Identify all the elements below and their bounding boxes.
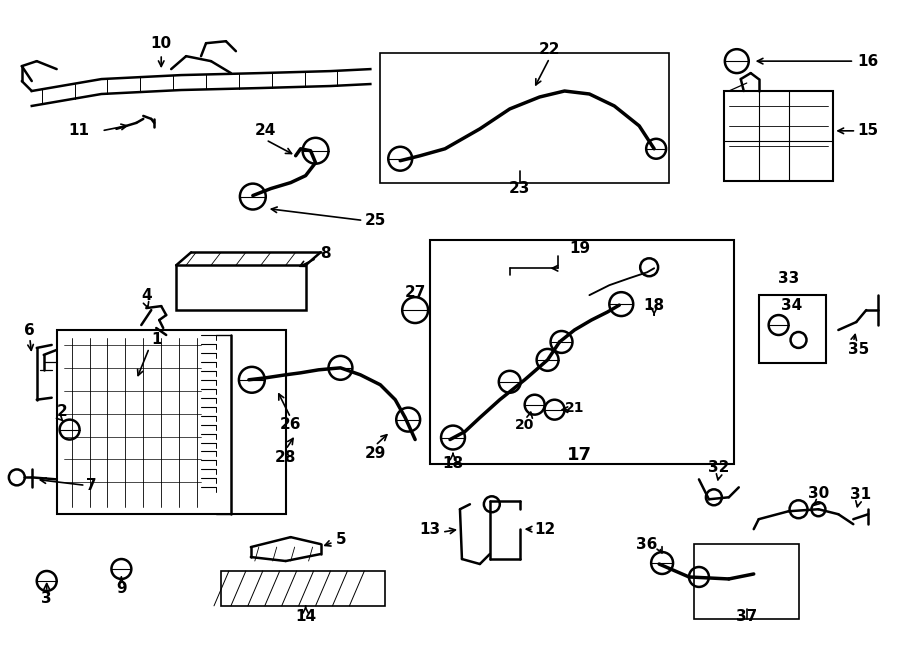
Text: 3: 3 xyxy=(41,592,52,606)
Text: 35: 35 xyxy=(848,342,868,358)
Text: 27: 27 xyxy=(404,285,426,299)
Bar xyxy=(724,91,833,180)
Text: 24: 24 xyxy=(255,124,276,138)
Text: 30: 30 xyxy=(808,486,829,501)
Bar xyxy=(694,544,798,619)
Text: 18: 18 xyxy=(443,456,464,471)
Text: 28: 28 xyxy=(275,450,296,465)
Text: 19: 19 xyxy=(569,241,590,256)
Text: 20: 20 xyxy=(515,418,535,432)
Bar xyxy=(221,571,385,606)
Bar xyxy=(759,295,826,363)
Bar xyxy=(430,241,734,465)
Text: 2: 2 xyxy=(57,404,67,419)
Text: 26: 26 xyxy=(280,417,302,432)
Text: 33: 33 xyxy=(778,271,799,286)
Text: 22: 22 xyxy=(539,42,561,57)
Text: 34: 34 xyxy=(781,297,802,313)
Text: 9: 9 xyxy=(116,582,127,596)
Text: 14: 14 xyxy=(295,609,316,624)
Text: 21: 21 xyxy=(564,401,584,414)
Text: 37: 37 xyxy=(736,609,758,624)
Bar xyxy=(57,330,285,514)
Text: 29: 29 xyxy=(364,446,386,461)
Text: 12: 12 xyxy=(534,522,555,537)
Text: 15: 15 xyxy=(858,124,878,138)
Text: 16: 16 xyxy=(858,54,879,69)
Text: 31: 31 xyxy=(850,486,871,502)
Text: 1: 1 xyxy=(151,332,161,348)
Text: 23: 23 xyxy=(509,181,530,196)
Text: 4: 4 xyxy=(141,288,151,303)
Text: 25: 25 xyxy=(364,213,386,228)
Bar xyxy=(176,265,306,310)
Text: 36: 36 xyxy=(635,537,657,551)
Text: 6: 6 xyxy=(24,323,35,338)
Bar xyxy=(381,53,669,182)
Text: 7: 7 xyxy=(86,478,96,493)
Text: 32: 32 xyxy=(708,460,730,475)
Text: 13: 13 xyxy=(418,522,440,537)
Text: 11: 11 xyxy=(68,124,89,138)
Text: 8: 8 xyxy=(320,246,331,261)
Text: 18: 18 xyxy=(644,297,665,313)
Text: 17: 17 xyxy=(567,446,592,465)
Text: 5: 5 xyxy=(336,531,346,547)
Text: 10: 10 xyxy=(150,36,172,51)
